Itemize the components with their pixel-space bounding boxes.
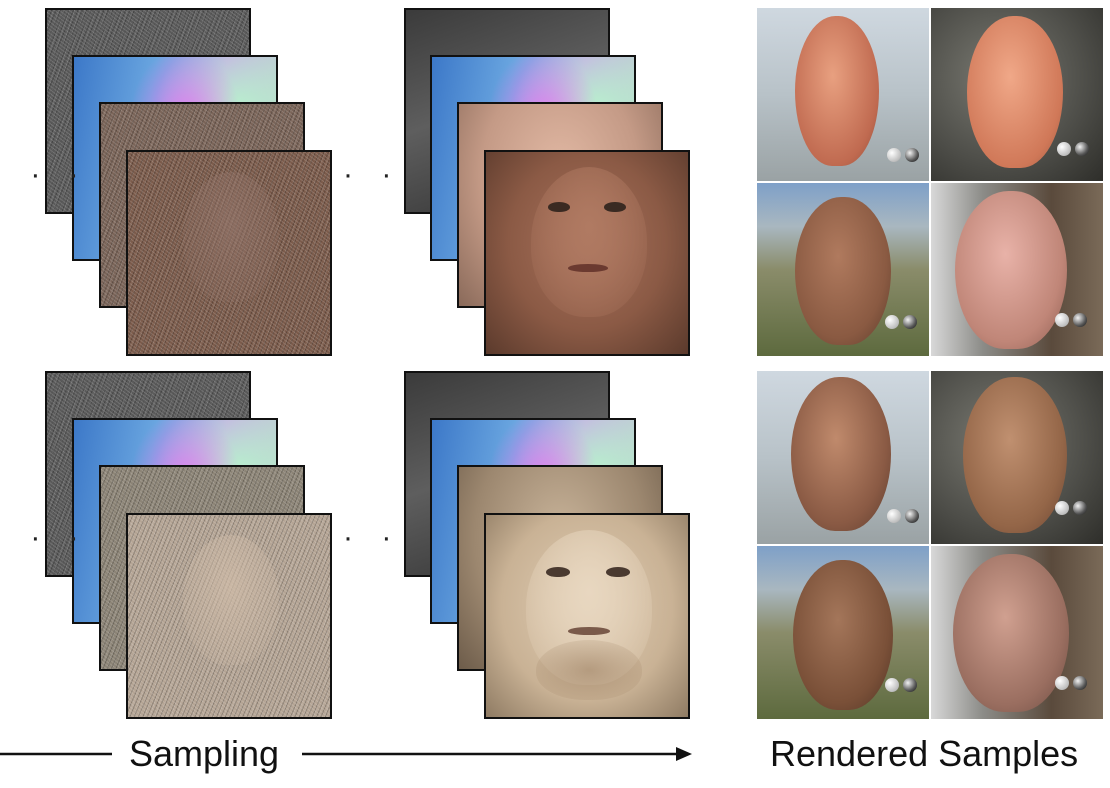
light-probe-sphere bbox=[887, 509, 901, 523]
eye-right bbox=[604, 202, 626, 212]
light-probe-sphere bbox=[1073, 676, 1087, 690]
light-probe-sphere bbox=[1055, 313, 1069, 327]
face-render bbox=[795, 16, 879, 166]
light-probe-sphere bbox=[887, 148, 901, 162]
light-probe-sphere bbox=[1073, 501, 1087, 515]
noisy-albedo-map bbox=[126, 150, 332, 356]
light-probe-sphere bbox=[905, 509, 919, 523]
face-render bbox=[791, 377, 891, 531]
light-probe-sphere bbox=[905, 148, 919, 162]
light-probe-sphere bbox=[1073, 313, 1087, 327]
face-render bbox=[955, 191, 1067, 349]
render-subject2-street bbox=[931, 546, 1103, 719]
face-render bbox=[795, 197, 891, 345]
light-probe-sphere bbox=[903, 315, 917, 329]
face-render bbox=[953, 554, 1069, 712]
render-subject2-outdoor-light bbox=[757, 371, 929, 544]
render-subject1-studio bbox=[931, 8, 1103, 181]
render-subject2-field bbox=[757, 546, 929, 719]
render-subject1-street bbox=[931, 183, 1103, 356]
render-subject2-studio bbox=[931, 371, 1103, 544]
render-subject1-field bbox=[757, 183, 929, 356]
noisy-albedo-map bbox=[126, 513, 332, 719]
light-probe-sphere bbox=[885, 315, 899, 329]
ellipsis-left-row2: · · · bbox=[0, 521, 89, 555]
sampling-label: Sampling bbox=[129, 733, 279, 775]
light-probe-sphere bbox=[1055, 501, 1069, 515]
clean-albedo-map bbox=[484, 513, 690, 719]
light-probe-sphere bbox=[1075, 142, 1089, 156]
eye-left bbox=[548, 202, 570, 212]
face-texture bbox=[531, 167, 647, 317]
light-probe-sphere bbox=[903, 678, 917, 692]
eye-right bbox=[606, 567, 630, 577]
beard bbox=[536, 640, 642, 700]
light-probe-sphere bbox=[885, 678, 899, 692]
eye-left bbox=[546, 567, 570, 577]
sampling-arrow bbox=[0, 735, 700, 775]
ellipsis-left-row1: · · · bbox=[0, 158, 89, 192]
face-render bbox=[963, 377, 1067, 533]
face-render bbox=[967, 16, 1063, 168]
face-texture bbox=[183, 535, 279, 665]
light-probe-sphere bbox=[1057, 142, 1071, 156]
light-probe-sphere bbox=[1055, 676, 1069, 690]
face-render bbox=[793, 560, 893, 710]
clean-albedo-map bbox=[484, 150, 690, 356]
mouth bbox=[568, 264, 608, 272]
rendered-samples-label: Rendered Samples bbox=[770, 733, 1078, 775]
mouth bbox=[568, 627, 610, 635]
face-texture bbox=[183, 172, 279, 302]
render-subject1-outdoor-light bbox=[757, 8, 929, 181]
